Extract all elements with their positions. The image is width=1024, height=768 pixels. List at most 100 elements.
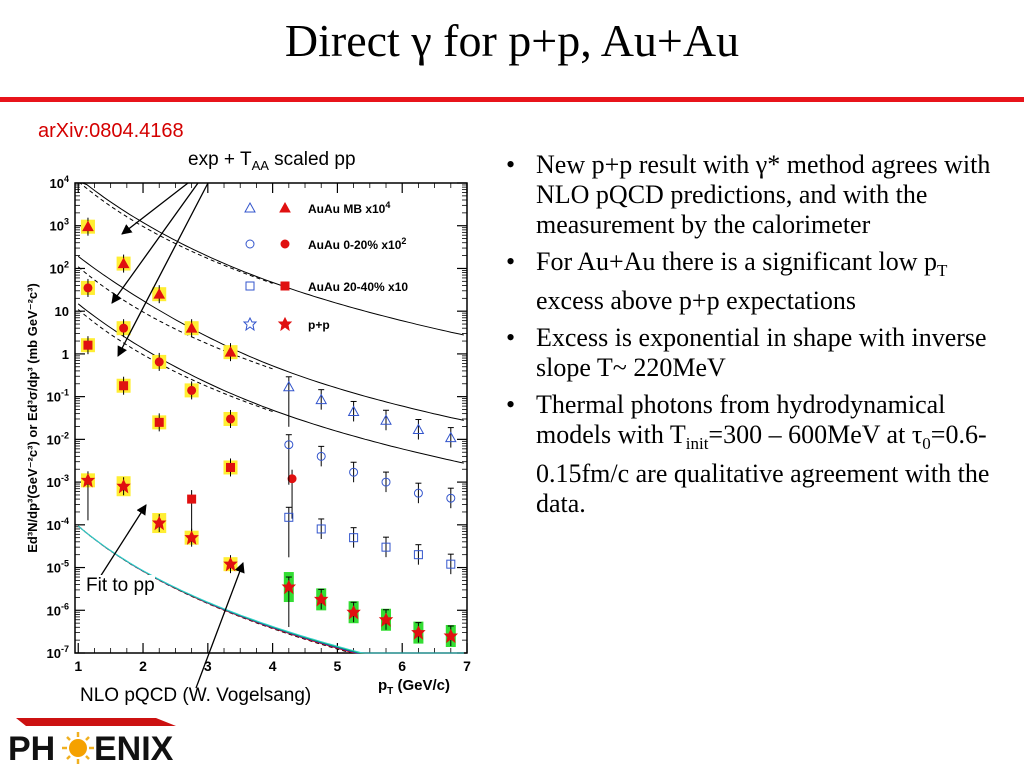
x-tick-label: 6 [398,658,406,674]
logo-sun-icon [62,732,94,764]
y-tick-exponent: 2 [64,259,69,269]
fit-curves [77,182,464,654]
chart-legend: AuAu MB x104 AuAu 0-20% x102 AuAu 20-40% x… [242,200,408,332]
x-axis-label-part: p [378,677,387,694]
bullet-text: γ [755,150,768,179]
square-marker [119,381,129,391]
circle-marker [287,474,297,484]
y-tick-label: 104 [50,174,69,191]
bullet-item: Excess is exponential in shape with inve… [496,323,996,383]
circle-marker [284,440,294,450]
annotation-arrows [99,182,245,689]
y-tick-label: 10-5 [47,559,69,576]
y-tick-base: 1 [62,347,69,362]
star-marker [281,579,297,595]
exp-plus-scaled-pp-curve [77,303,464,464]
square-marker [83,340,93,350]
triangle-marker [444,431,457,443]
bullet-text: =300 – 600MeV at [708,420,912,450]
star-marker [242,316,258,332]
star-marker [346,605,361,620]
y-tick-label: 10-7 [47,644,69,661]
legend-label-exponent: 4 [385,200,390,210]
triangle-marker [224,346,237,357]
y-tick-exponent: -3 [61,473,69,483]
star-marker [184,530,199,545]
title-divider [0,97,1024,102]
square-marker [446,559,456,569]
star-marker [277,316,293,332]
nlo-pqcd-label: NLO pQCD (W. Vogelsang) [80,685,312,706]
exp-plus-scaled-pp-curve [77,255,464,421]
y-tick-exponent: -1 [61,388,69,398]
triangle-marker [153,288,166,299]
x-tick-label: 1 [74,658,82,674]
y-axis-label: Ed³N/dp³(GeV⁻²c³) or Ed³σ/dp³ (mb GeV⁻²c… [25,283,40,553]
legend-entry-label: AuAu 20-40% x10 [308,280,408,294]
bullet-text: New p+p result with [536,150,756,179]
y-tick-label: 103 [50,217,69,234]
direct-photon-spectra-chart: 10-710-610-510-410-310-210-1110102103104… [25,174,471,697]
circle-marker [83,283,93,293]
x-tick-label: 2 [139,658,147,674]
arxiv-reference: arXiv:0804.4168 [38,120,184,142]
exp-scaled-pp-arrow [117,182,209,357]
y-tick-base: 10 [55,304,69,319]
circle-marker [413,488,423,498]
square-marker [187,494,197,504]
nlo-pqcd-curve [77,525,464,654]
legend-entry-label: p+p [308,318,330,332]
y-tick-base: 10 [50,219,64,234]
bullet-text: Excess is exponential in shape with inve… [536,323,987,383]
bullet-list: New p+p result with γ* method agrees wit… [496,150,996,526]
x-axis-label: pT (GeV/c) [378,677,450,697]
x-tick-label: 7 [463,658,471,674]
y-tick-base: 10 [47,561,61,576]
star-marker [314,592,329,607]
triangle-marker [279,201,291,213]
triangle-marker [117,257,130,269]
phenix-logo: PH ENIX [8,718,176,768]
circle-marker [119,323,129,333]
legend-entry-label: AuAu MB x104 [308,200,390,216]
bullet-item: For Au+Au there is a significant low pT … [496,247,996,316]
square-marker [316,524,326,534]
circle-marker [245,239,255,249]
y-tick-base: 10 [50,261,64,276]
triangle-marker [347,405,360,416]
x-tick-label: 4 [269,658,277,674]
logo-text-left: PH [8,730,55,768]
bullet-item: Thermal photons from hydrodynamical mode… [496,390,996,519]
y-tick-base: 10 [47,475,61,490]
legend-label-exponent: 2 [401,236,406,246]
y-tick-base: 10 [47,518,61,533]
y-tick-label: 10 [55,304,69,319]
square-marker [413,550,423,560]
square-marker [381,542,391,552]
y-tick-label: 10-2 [47,430,69,447]
bullet-text: τ [911,420,923,450]
star-marker [116,479,131,494]
triangle-marker [185,322,198,333]
axis-labels: 10-710-610-510-410-310-210-1110102103104… [25,174,471,697]
legend-entry-label: AuAu 0-20% x102 [308,236,406,252]
exp-scaled-pp-arrow [111,182,199,304]
bullet-text: init [685,434,709,454]
y-tick-exponent: -7 [61,644,69,654]
exp-scaled-pp-label: exp + TAA scaled pp [188,149,356,173]
y-tick-label: 10-3 [47,473,69,490]
y-tick-base: 10 [47,646,61,661]
circle-marker [187,385,197,395]
scaled-pp-dashed-curve [77,309,273,412]
circle-marker [381,477,391,487]
bullet-text: =0.6-0.15fm/c are qualitative agreement … [536,420,990,519]
square-marker [226,462,236,472]
y-tick-base: 10 [47,432,61,447]
plot-border [74,182,468,654]
square-marker [280,281,290,291]
legend-label-text: AuAu MB x10 [308,202,386,216]
y-tick-base: 10 [47,390,61,405]
square-marker [245,281,255,291]
star-marker [80,473,96,488]
triangle-marker [380,414,392,425]
